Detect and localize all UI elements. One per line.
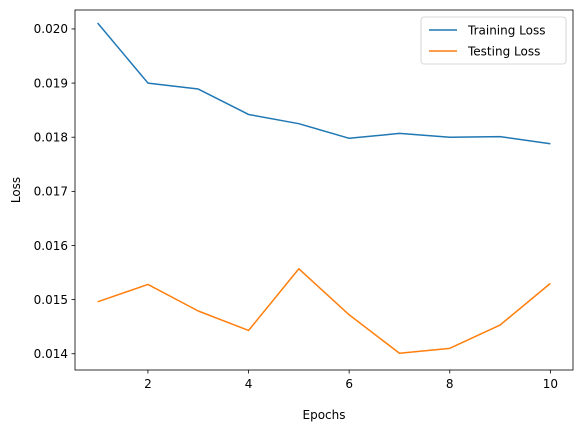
y-tick-label: 0.019 (34, 76, 68, 90)
x-tick-label: 10 (543, 377, 558, 391)
plot-area (75, 10, 573, 370)
legend-box (420, 16, 567, 65)
x-tick-label: 6 (345, 377, 353, 391)
ticks-layer: 2 4 6 8 10 0.014 0.015 0.016 0.017 0.018 0.019 0.02… (34, 22, 558, 391)
y-tick-label: 0.014 (34, 347, 68, 361)
series-layer (97, 22, 551, 354)
plot-frame (74, 9, 574, 371)
y-tick-label: 0.015 (34, 293, 68, 307)
y-tick-label: 0.016 (34, 239, 68, 253)
legend-label: Testing Loss (467, 44, 540, 58)
x-tick-label: 2 (144, 377, 152, 391)
y-tick-label: 0.020 (34, 22, 68, 36)
x-axis-label: Epochs (303, 408, 346, 422)
y-axis-label: Loss (9, 177, 23, 203)
series-line-testing (97, 268, 551, 354)
x-tick-label: 8 (446, 377, 454, 391)
y-tick-label: 0.017 (34, 185, 68, 199)
series-line-training (97, 22, 551, 145)
legend: Training Loss Testing Loss (420, 16, 567, 65)
legend-label: Training Loss (467, 23, 545, 37)
x-tick-label: 4 (245, 377, 253, 391)
y-tick-label: 0.018 (34, 131, 68, 145)
